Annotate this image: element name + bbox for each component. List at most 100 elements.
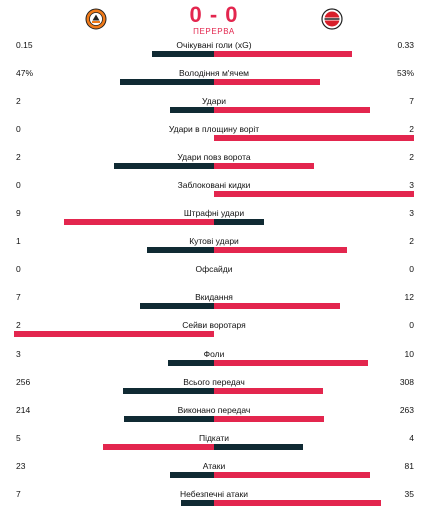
stat-away-value: 3: [409, 208, 414, 219]
stat-home-value: 9: [16, 208, 21, 219]
stat-away-track: [214, 499, 414, 506]
stat-away-bar: [214, 219, 264, 226]
stat-home-bar: [14, 331, 214, 338]
stat-away-track: [214, 191, 414, 198]
stat-away-bar: [214, 163, 314, 170]
stat-home-track: [14, 135, 214, 141]
stat-row: 214 Виконано передач 263: [0, 403, 428, 431]
stat-home-bar: [114, 163, 214, 170]
stat-away-track: [214, 107, 414, 114]
stat-away-value: 2: [409, 152, 414, 163]
stat-away-value: 3: [409, 180, 414, 191]
stat-row: 1 Кутові удари 2: [0, 234, 428, 262]
stat-home-track: [14, 415, 214, 422]
stats-list: 0.15 Очікувані голи (xG) 0.33 47% Володіння …: [0, 38, 428, 515]
stat-home-track: [14, 303, 214, 310]
stat-away-track: [214, 443, 414, 450]
stat-away-value: 12: [404, 292, 414, 303]
stat-away-bar: [214, 51, 352, 57]
stat-away-bar: [214, 499, 381, 506]
stat-away-bar: [214, 359, 368, 366]
stat-row: 23 Атаки 81: [0, 459, 428, 487]
stat-home-value: 7: [16, 488, 21, 499]
stat-away-track: [214, 163, 414, 170]
stat-row: 7 Небезпечні атаки 35: [0, 487, 428, 515]
stat-away-track: [214, 331, 414, 337]
stat-home-bar: [120, 79, 214, 86]
stat-home-value: 0: [16, 124, 21, 135]
stat-home-value: 256: [16, 376, 31, 387]
stat-home-track: [14, 219, 214, 226]
stat-row: 2 Удари 7: [0, 94, 428, 122]
stat-home-bar: [169, 471, 214, 478]
stat-home-value: 23: [16, 460, 26, 471]
stat-home-track: [14, 107, 214, 114]
stat-away-bar: [214, 191, 414, 198]
stat-label: Виконано передач: [177, 404, 251, 415]
stat-away-track: [214, 415, 414, 422]
stat-home-value: 0: [16, 264, 21, 275]
stat-away-track: [214, 135, 414, 142]
stat-home-value: 47%: [16, 68, 34, 79]
stat-row: 0 Заблоковані кидки 3: [0, 178, 428, 206]
stat-away-value: 7: [409, 96, 414, 107]
stat-away-value: 0.33: [397, 40, 414, 50]
stat-row: 5 Підкати 4: [0, 431, 428, 459]
stat-home-bar: [151, 51, 214, 57]
stat-home-bar: [102, 443, 214, 450]
stat-home-track: [14, 443, 214, 450]
stat-away-track: [214, 303, 414, 310]
stat-row: 47% Володіння м'ячем 53%: [0, 66, 428, 94]
stat-home-value: 2: [16, 320, 21, 331]
stat-away-track: [214, 79, 414, 86]
stat-label: Удари в площину воріт: [168, 124, 260, 135]
stat-home-bar: [124, 415, 214, 422]
stat-home-track: [14, 247, 214, 254]
stat-home-value: 0.15: [16, 40, 33, 50]
stat-away-track: [214, 247, 414, 254]
stat-label: Штрафні удари: [183, 208, 245, 219]
stat-label: Очікувані голи (xG): [176, 40, 252, 50]
stat-away-value: 308: [399, 376, 414, 387]
stat-home-value: 2: [16, 152, 21, 163]
stat-away-track: [214, 219, 414, 226]
stat-away-track: [214, 51, 414, 57]
stat-row: 3 Фоли 10: [0, 347, 428, 375]
stat-away-bar: [214, 415, 325, 422]
feyenoord-logo-icon: [321, 8, 343, 30]
stat-home-value: 0: [16, 180, 21, 191]
stat-row: 0.15 Очікувані голи (xG) 0.33: [0, 38, 428, 66]
stat-home-track: [14, 331, 214, 338]
stat-home-track: [14, 191, 214, 197]
stat-label: Всього передач: [183, 376, 245, 387]
stat-home-value: 1: [16, 236, 21, 247]
shakhtar-logo-icon: [85, 8, 107, 30]
stat-away-track: [214, 275, 414, 281]
stat-row: 0 Офсайди 0: [0, 262, 428, 290]
stat-home-bar: [167, 359, 214, 366]
stat-home-track: [14, 275, 214, 281]
stat-away-value: 0: [409, 264, 414, 275]
stat-home-track: [14, 79, 214, 86]
stat-row: 9 Штрафні удари 3: [0, 206, 428, 234]
stat-row: 7 Вкидання 12: [0, 290, 428, 318]
stat-label: Удари повз ворота: [177, 152, 251, 163]
stat-home-value: 3: [16, 348, 21, 359]
stat-row: 2 Сейви воротаря 0: [0, 318, 428, 346]
stat-away-bar: [214, 79, 320, 86]
stat-label: Заблоковані кидки: [177, 180, 251, 191]
stat-away-bar: [214, 387, 324, 394]
stat-home-value: 214: [16, 404, 31, 415]
stat-home-value: 5: [16, 432, 21, 443]
stat-label: Офсайди: [195, 264, 233, 275]
stat-home-track: [14, 387, 214, 394]
stat-label: Удари: [202, 96, 226, 107]
stat-away-value: 0: [409, 320, 414, 331]
stat-home-value: 7: [16, 292, 21, 303]
stat-label: Фоли: [203, 348, 225, 359]
stat-away-bar: [214, 107, 370, 114]
stat-away-track: [214, 359, 414, 366]
stat-away-bar: [214, 303, 341, 310]
stat-away-bar: [214, 135, 414, 142]
stat-label: Кутові удари: [189, 236, 239, 247]
